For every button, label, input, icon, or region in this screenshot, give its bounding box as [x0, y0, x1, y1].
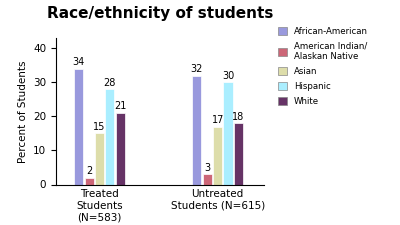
Text: 21: 21	[114, 101, 126, 111]
Bar	[95, 133, 104, 184]
Bar	[213, 127, 222, 184]
Title: Race/ethnicity of students: Race/ethnicity of students	[47, 6, 273, 21]
Bar	[203, 174, 212, 184]
Legend: African-American, American Indian/
Alaskan Native, Asian, Hispanic, White: African-American, American Indian/ Alask…	[277, 25, 370, 108]
Bar	[224, 83, 233, 184]
Bar	[105, 89, 114, 184]
Text: 34: 34	[72, 57, 85, 67]
Text: 15: 15	[93, 122, 106, 132]
Text: 2: 2	[86, 166, 92, 176]
Text: 28: 28	[104, 78, 116, 88]
Bar	[192, 76, 202, 184]
Text: 17: 17	[212, 115, 224, 125]
Bar	[116, 113, 125, 184]
Text: 30: 30	[222, 71, 234, 81]
Text: 18: 18	[232, 112, 244, 122]
Text: 32: 32	[191, 64, 203, 74]
Bar	[84, 178, 94, 184]
Bar	[74, 69, 83, 184]
Y-axis label: Percent of Students: Percent of Students	[18, 60, 28, 163]
Bar	[234, 123, 243, 184]
Text: 3: 3	[204, 163, 210, 173]
